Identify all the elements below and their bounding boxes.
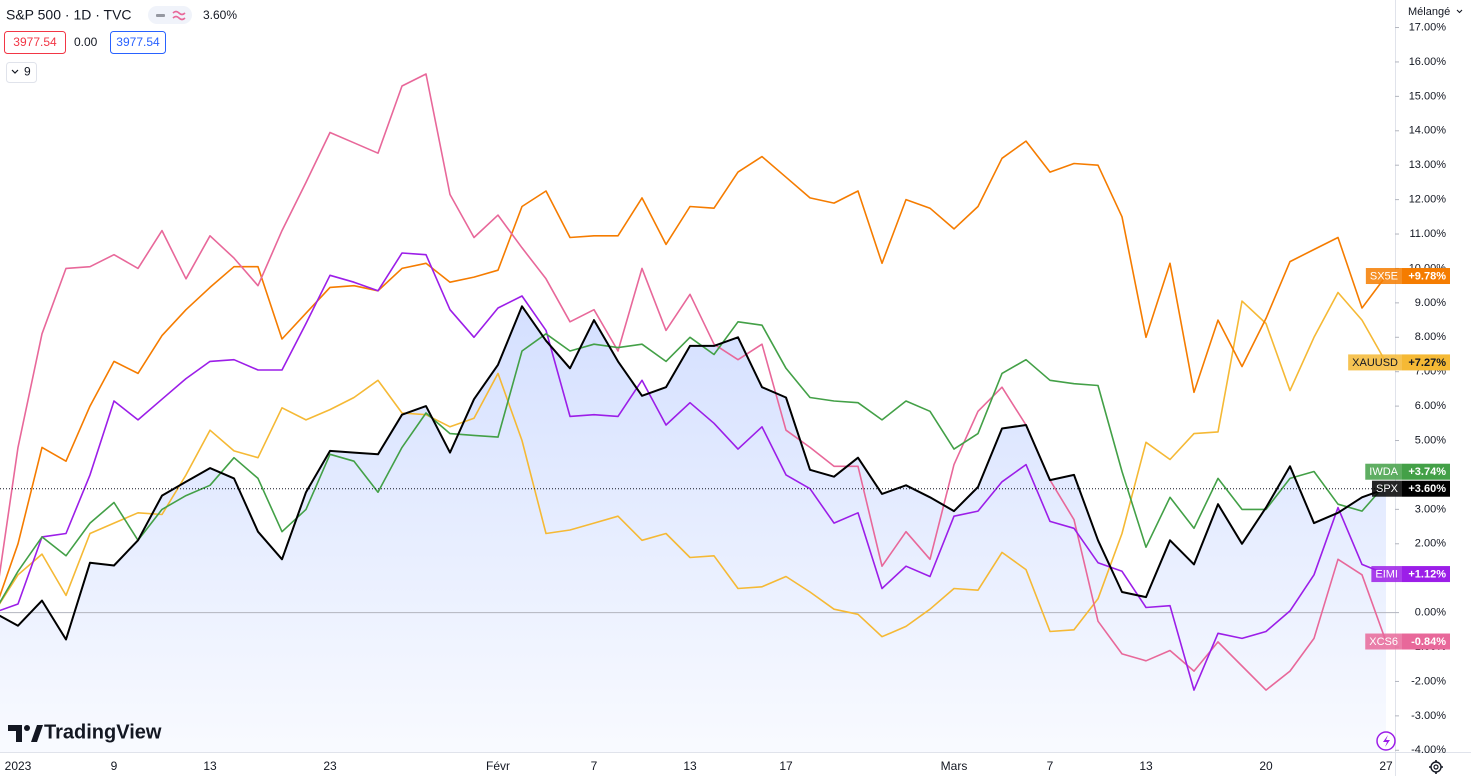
scale-mode[interactable]: Mélangé — [1408, 6, 1450, 18]
tag-value: -0.84% — [1411, 636, 1446, 648]
tag-name: XAUUSD — [1352, 357, 1398, 369]
indicators-toggle[interactable] — [6, 62, 37, 83]
tag-value: +7.27% — [1408, 357, 1446, 369]
spread: 0.00 — [74, 35, 98, 49]
y-tick-label: 11.00% — [1410, 228, 1447, 240]
tag-name-box — [1371, 566, 1402, 583]
tag-name-box — [1365, 633, 1402, 650]
tag-name: SPX — [1376, 483, 1399, 495]
price-tag: XAUUSD +7.27% — [1348, 354, 1450, 371]
y-tick-label: 6.00% — [1415, 400, 1446, 412]
y-tick-label: -3.00% — [1411, 710, 1446, 722]
series-line — [0, 291, 1387, 638]
x-tick-label: 23 — [323, 759, 337, 773]
brand-logo — [8, 725, 43, 742]
price-tags: SPX +3.60% IWDA +3.74% EIMI +1.12% XCS6 -0.84% S… — [1348, 268, 1450, 650]
x-tick-label: 27 — [1379, 759, 1393, 773]
series-line — [0, 321, 1387, 604]
tag-value: +1.12% — [1408, 568, 1446, 580]
price-tag: EIMI +1.12% — [1371, 566, 1450, 583]
tag-name: XCS6 — [1369, 636, 1398, 648]
price-tag: SPX +3.60% — [1371, 480, 1450, 497]
tag-value: +3.60% — [1408, 483, 1446, 495]
tag-name: IWDA — [1369, 466, 1398, 478]
series-line — [0, 305, 1387, 641]
y-tick-label: -2.00% — [1411, 675, 1446, 687]
y-tick-label: 5.00% — [1415, 434, 1446, 446]
x-tick-label: 9 — [111, 759, 118, 773]
alert-icon[interactable] — [1376, 731, 1396, 751]
symbol-title[interactable]: S&P 500 · 1D · TVC — [6, 7, 132, 23]
y-tick-label: 16.00% — [1409, 56, 1447, 68]
y-tick-label: -4.00% — [1411, 744, 1446, 756]
sell-box[interactable] — [4, 31, 66, 54]
x-tick-label: 2023 — [5, 759, 32, 773]
y-tick-label: 17.00% — [1409, 21, 1447, 33]
series-area — [0, 306, 1386, 752]
x-tick-label: 20 — [1259, 759, 1273, 773]
x-tick-label: 7 — [1047, 759, 1054, 773]
y-tick-label: 14.00% — [1409, 125, 1447, 137]
x-tick-label: 7 — [591, 759, 598, 773]
y-tick-label: 0.00% — [1415, 607, 1446, 619]
series-line — [0, 73, 1387, 691]
y-tick-label: 15.00% — [1409, 90, 1447, 102]
buy-price[interactable]: 3977.54 — [116, 35, 160, 49]
x-tick-label: 13 — [683, 759, 697, 773]
tag-value-box — [1402, 354, 1450, 371]
tag-value-box — [1402, 268, 1450, 285]
indicator-count: 9 — [24, 65, 31, 79]
change-value: 3.60% — [203, 8, 237, 22]
y-tick-label: 8.00% — [1415, 331, 1446, 343]
tag-value-box — [1402, 480, 1450, 497]
tag-name-box — [1365, 268, 1402, 285]
series-line — [0, 252, 1387, 691]
settings-icon[interactable] — [1429, 760, 1443, 774]
tag-value-box — [1402, 633, 1450, 650]
tag-name: EIMI — [1375, 568, 1398, 580]
chevron-icon — [1456, 9, 1463, 14]
tag-name: SX5E — [1370, 270, 1398, 282]
compare-toggle[interactable] — [148, 6, 192, 24]
price-tag: IWDA +3.74% — [1365, 463, 1450, 480]
buy-box[interactable] — [110, 31, 166, 54]
tag-name-box — [1371, 480, 1402, 497]
x-tick-label: Mars — [941, 759, 968, 773]
x-tick-label: 13 — [203, 759, 217, 773]
tag-value-box — [1402, 463, 1450, 480]
y-tick-label: 2.00% — [1415, 538, 1446, 550]
y-tick-label: 9.00% — [1415, 297, 1446, 309]
price-tag: XCS6 -0.84% — [1365, 633, 1450, 650]
x-tick-label: 17 — [779, 759, 793, 773]
tag-value-box — [1402, 566, 1450, 583]
y-tick-label: 13.00% — [1409, 159, 1447, 171]
tag-value: +3.74% — [1408, 466, 1446, 478]
series-line — [0, 140, 1387, 598]
brand-name: TradingView — [44, 721, 162, 743]
chevron-icon — [11, 69, 19, 74]
x-tick-label: Févr — [486, 759, 510, 773]
y-tick-label: 3.00% — [1415, 503, 1446, 515]
y-tick-label: 12.00% — [1409, 194, 1447, 206]
tag-name-box — [1365, 463, 1402, 480]
tag-value: +9.78% — [1408, 270, 1446, 282]
x-tick-label: 13 — [1139, 759, 1153, 773]
plot-area — [0, 73, 1395, 752]
sell-price[interactable]: 3977.54 — [13, 35, 57, 49]
tag-name-box — [1348, 354, 1402, 371]
price-tag: SX5E +9.78% — [1365, 268, 1450, 285]
